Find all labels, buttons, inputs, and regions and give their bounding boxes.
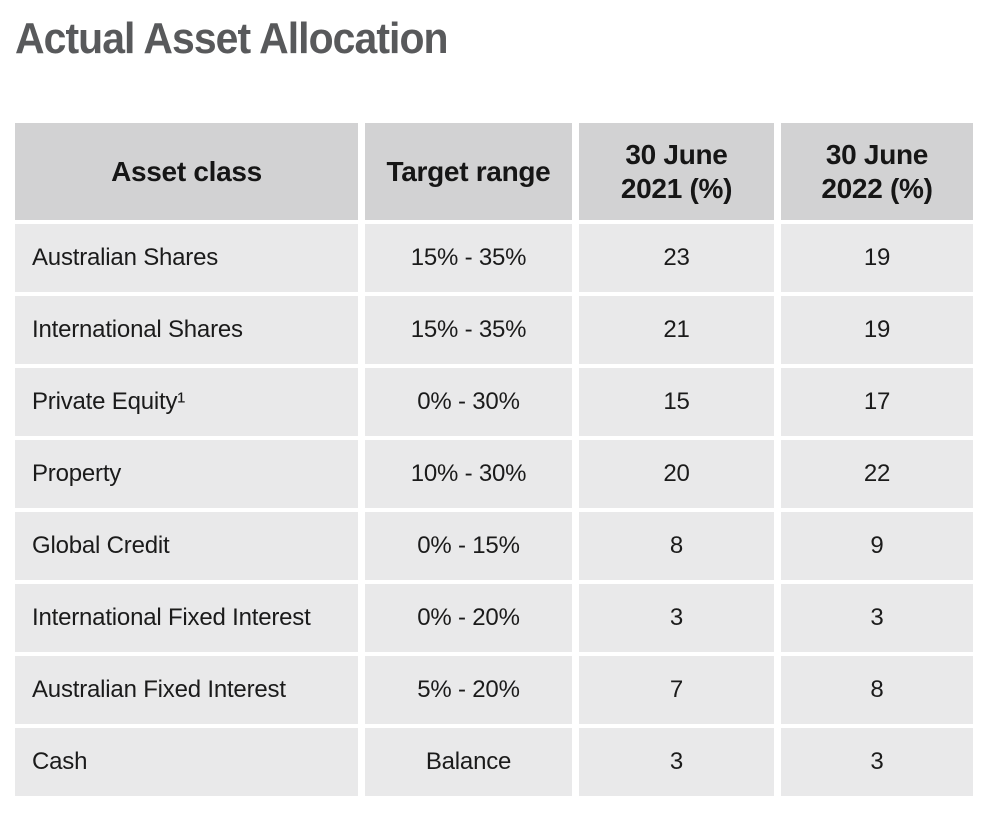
cell-jun-2022: 9 [781, 512, 973, 580]
page-title: Actual Asset Allocation [15, 14, 449, 63]
cell-jun-2021: 20 [579, 440, 774, 508]
cell-asset-class: Global Credit [15, 512, 358, 580]
cell-jun-2021: 8 [579, 512, 774, 580]
cell-target-range: 5% - 20% [365, 656, 572, 724]
cell-target-range: 0% - 30% [365, 368, 572, 436]
asset-allocation-table: Asset class Target range 30 June 2021 (%… [15, 123, 973, 796]
cell-jun-2022: 22 [781, 440, 973, 508]
cell-target-range: 0% - 20% [365, 584, 572, 652]
cell-jun-2021: 23 [579, 224, 774, 292]
cell-target-range: 15% - 35% [365, 296, 572, 364]
cell-asset-class: International Shares [15, 296, 358, 364]
cell-asset-class: Australian Fixed Interest [15, 656, 358, 724]
cell-jun-2022: 8 [781, 656, 973, 724]
cell-asset-class: International Fixed Interest [15, 584, 358, 652]
cell-target-range: Balance [365, 728, 572, 796]
cell-target-range: 15% - 35% [365, 224, 572, 292]
cell-jun-2021: 7 [579, 656, 774, 724]
column-header-30-june-2021: 30 June 2021 (%) [579, 123, 774, 220]
cell-target-range: 0% - 15% [365, 512, 572, 580]
cell-jun-2022: 3 [781, 584, 973, 652]
cell-asset-class: Cash [15, 728, 358, 796]
cell-jun-2022: 3 [781, 728, 973, 796]
column-header-target-range: Target range [365, 123, 572, 220]
column-header-30-june-2022: 30 June 2022 (%) [781, 123, 973, 220]
cell-jun-2021: 3 [579, 584, 774, 652]
cell-target-range: 10% - 30% [365, 440, 572, 508]
cell-asset-class: Property [15, 440, 358, 508]
cell-jun-2021: 3 [579, 728, 774, 796]
cell-jun-2022: 19 [781, 296, 973, 364]
column-header-asset-class: Asset class [15, 123, 358, 220]
cell-jun-2021: 15 [579, 368, 774, 436]
cell-asset-class: Australian Shares [15, 224, 358, 292]
cell-jun-2021: 21 [579, 296, 774, 364]
cell-asset-class: Private Equity¹ [15, 368, 358, 436]
cell-jun-2022: 19 [781, 224, 973, 292]
cell-jun-2022: 17 [781, 368, 973, 436]
